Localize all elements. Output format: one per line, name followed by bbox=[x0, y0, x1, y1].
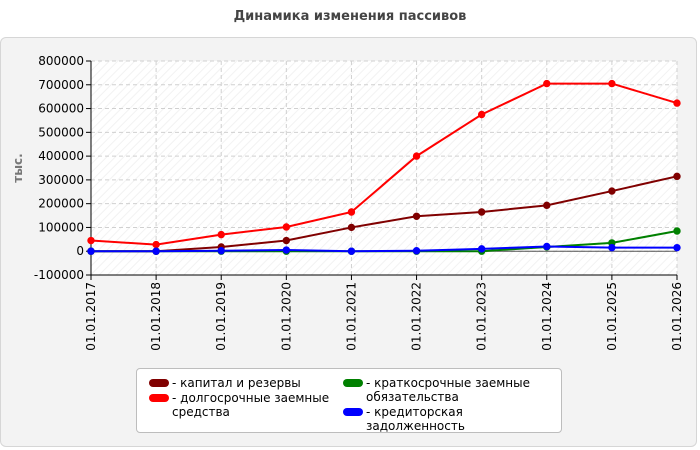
data-point bbox=[673, 227, 681, 235]
data-point bbox=[412, 152, 421, 160]
legend-label: - краткосрочные заемные обязательства bbox=[366, 376, 530, 404]
x-tick-label: 01.01.2024 bbox=[540, 282, 554, 351]
data-point bbox=[347, 223, 356, 232]
data-point bbox=[217, 230, 225, 239]
legend-label: - кредиторская задолженность bbox=[366, 405, 465, 433]
x-tick-label: 01.01.2022 bbox=[410, 282, 424, 351]
legend-item-short-term-loans[interactable]: - краткосрочные заемные обязательства bbox=[343, 376, 530, 404]
data-point bbox=[152, 247, 160, 255]
data-point bbox=[608, 79, 616, 88]
data-point bbox=[217, 247, 225, 255]
chart-title: Динамика изменения пассивов bbox=[233, 9, 467, 24]
legend-item-long-term-loans[interactable]: - долгосрочные заемные средства bbox=[149, 391, 329, 419]
data-point bbox=[87, 236, 95, 245]
data-point bbox=[543, 242, 551, 251]
y-tick-label: -100000 bbox=[34, 268, 84, 282]
chart-legend: - капитал и резервы - долгосрочные заемн… bbox=[136, 368, 562, 433]
legend-swatch bbox=[343, 408, 363, 416]
legend-label: - капитал и резервы bbox=[172, 376, 301, 390]
y-tick-label: 100000 bbox=[38, 220, 84, 234]
legend-swatch bbox=[149, 394, 169, 402]
y-tick-label: 200000 bbox=[38, 197, 84, 211]
y-tick-label: 0 bbox=[76, 244, 84, 258]
y-tick-label: 800000 bbox=[38, 54, 84, 68]
legend-item-payables[interactable]: - кредиторская задолженность bbox=[343, 405, 561, 433]
legend-swatch bbox=[149, 379, 169, 387]
y-tick-label: 700000 bbox=[38, 78, 84, 92]
x-tick-label: 01.01.2023 bbox=[475, 282, 489, 351]
y-tick-label: 400000 bbox=[38, 149, 84, 163]
data-point bbox=[543, 79, 551, 88]
x-tick-label: 01.01.2025 bbox=[605, 282, 619, 351]
data-point bbox=[152, 240, 160, 249]
data-point bbox=[673, 243, 681, 252]
data-point bbox=[412, 212, 421, 220]
data-point bbox=[282, 236, 291, 245]
x-tick-label: 01.01.2021 bbox=[344, 282, 358, 351]
data-point bbox=[282, 246, 291, 254]
data-point bbox=[282, 223, 291, 231]
data-point bbox=[673, 172, 681, 181]
x-tick-label: 01.01.2019 bbox=[214, 282, 228, 351]
data-point bbox=[477, 208, 486, 216]
series-line-3 bbox=[91, 245, 677, 253]
legend-label: - долгосрочные заемные средства bbox=[172, 391, 330, 419]
legend-item-capital[interactable]: - капитал и резервы bbox=[149, 376, 301, 390]
y-tick-label: 500000 bbox=[38, 125, 84, 139]
data-point bbox=[477, 245, 486, 253]
y-tick-label: 300000 bbox=[38, 173, 84, 187]
data-point bbox=[608, 187, 616, 195]
data-point bbox=[543, 201, 551, 210]
data-point bbox=[673, 99, 681, 107]
data-point bbox=[412, 247, 421, 255]
data-point bbox=[608, 243, 616, 252]
x-tick-label: 01.01.2020 bbox=[279, 282, 293, 351]
data-point bbox=[477, 110, 486, 119]
y-axis-label: тыс. bbox=[11, 153, 25, 182]
data-point bbox=[87, 247, 95, 255]
data-point bbox=[347, 208, 356, 216]
x-tick-label: 01.01.2018 bbox=[149, 282, 163, 351]
plot-area bbox=[91, 61, 677, 275]
x-tick-label: 01.01.2026 bbox=[670, 282, 684, 351]
data-point bbox=[347, 247, 356, 255]
series-line-1 bbox=[90, 82, 678, 246]
series-line-0 bbox=[91, 175, 678, 253]
legend-swatch bbox=[343, 379, 363, 387]
y-tick-label: 600000 bbox=[38, 102, 84, 116]
x-tick-label: 01.01.2017 bbox=[84, 282, 98, 351]
